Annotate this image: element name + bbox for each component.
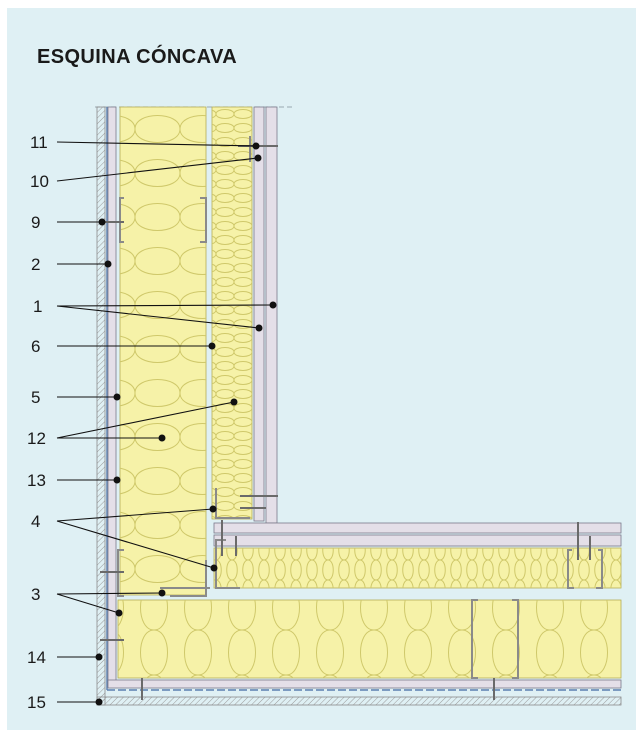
inner-insulation-vertical-pattern [212,107,252,519]
leader-lines [56,141,274,703]
inner-board-vertical-1 [253,106,265,522]
metal-profiles [117,136,603,679]
callout-14: 14 [27,648,46,667]
callout-2: 2 [31,255,40,274]
callout-3: 3 [31,585,40,604]
main-insulation-vertical-pattern [120,107,206,595]
callout-15: 15 [27,693,46,712]
callout-1: 1 [33,297,42,316]
callout-6: 6 [31,337,40,356]
diagram-title: ESQUINA CÓNCAVA [37,46,238,68]
callout-10: 10 [30,172,49,191]
callout-13: 13 [27,471,46,490]
callout-5: 5 [31,388,40,407]
inner-board-horizontal-1 [213,522,622,534]
callout-12: 12 [27,429,46,448]
callout-11: 11 [30,133,48,152]
inner-board-vertical-2 [265,106,278,524]
inner-board-horizontal-2 [213,534,622,547]
outer-board-horizontal [107,679,622,689]
outer-finish-horizontal [96,696,622,706]
callout-9: 9 [31,213,40,232]
outer-finish-vertical [96,106,106,706]
leader-dots [95,142,277,706]
inner-insulation-horizontal-pattern [214,548,621,588]
main-insulation-horizontal-pattern [118,600,621,678]
callout-4: 4 [31,512,40,531]
